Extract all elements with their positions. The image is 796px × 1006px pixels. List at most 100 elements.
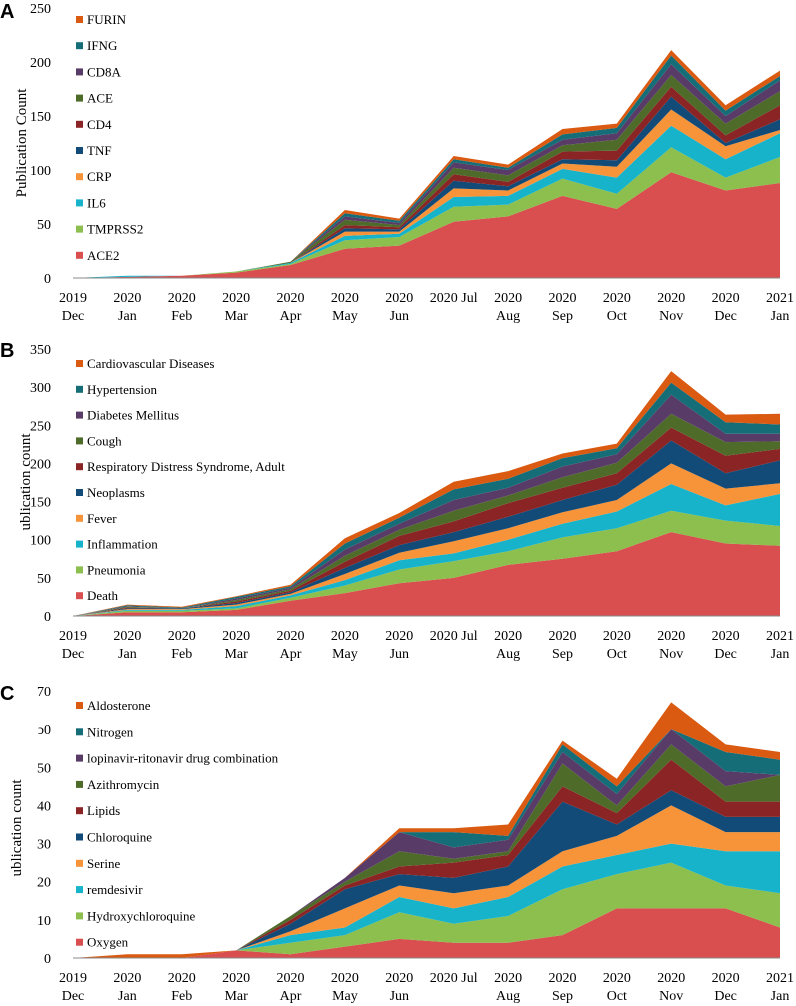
x-tick-label: Mar [224, 309, 248, 324]
x-tick-label: 2020 [113, 629, 141, 644]
legend-swatch [76, 42, 83, 50]
legend-swatch [76, 225, 83, 233]
legend-swatch [76, 68, 83, 76]
panel-c: C 0 10 20 30 40 50 ͻ0 70 ublication count 2019 Dec 2… [0, 683, 794, 1004]
x-tick-label: Aug [496, 309, 520, 324]
legend-swatch [76, 147, 83, 154]
x-tick-label: 2020 [657, 629, 685, 644]
legend-label: lopinavir-ritonavir drug combination [87, 751, 279, 766]
x-tick-label: Nov [659, 647, 683, 662]
x-tick-label: Jan [118, 647, 137, 662]
legend-swatch [76, 16, 83, 23]
x-tick-label: 2020 [603, 971, 631, 986]
y-tick-label: 200 [30, 56, 51, 71]
legend-label: Azithromycin [87, 777, 160, 792]
legend-label: Inflammation [87, 537, 158, 552]
x-tick-label: 2020 [494, 291, 522, 306]
area-chloroquine [73, 790, 780, 958]
legend-swatch [76, 592, 83, 600]
x-tick-label: 2020 [548, 291, 576, 306]
y-tick-label: 40 [37, 799, 51, 814]
x-tick-label: 2020 [277, 971, 305, 986]
legend-label: Serine [87, 856, 120, 871]
x-tick-label: Dec [714, 309, 737, 324]
area-death [73, 532, 780, 616]
y-tick-label: 100 [30, 164, 51, 179]
x-tick-label: 2020 [657, 971, 685, 986]
legend-label: Hydroxychloroquine [87, 908, 196, 923]
x-tick-label: 2020 [603, 291, 631, 306]
x-tick-label: Aug [496, 647, 520, 662]
legend-swatch [76, 251, 83, 259]
legend-label: Pneumonia [87, 562, 146, 577]
area-oxygen [73, 908, 780, 958]
y-axis-label: Publication Count [14, 88, 30, 198]
x-tick-label: Feb [171, 647, 192, 662]
x-tick-label: Jun [390, 989, 409, 1004]
x-tick-label: Jan [771, 989, 790, 1004]
legend-swatch [76, 780, 83, 788]
legend-label: Respiratory Distress Syndrome, Adult [87, 459, 285, 474]
legend-label: Cough [87, 433, 122, 448]
x-tick-label: 2020 [222, 971, 250, 986]
x-tick-label: Oct [607, 647, 627, 662]
x-tick-label: 2020 [277, 291, 305, 306]
legend-swatch [76, 754, 83, 762]
x-tick-label: 2020 [494, 971, 522, 986]
area-inflammation [73, 484, 780, 616]
x-tick-label: Oct [607, 309, 627, 324]
y-tick-label: ͻ0 [38, 723, 51, 738]
x-tick-label: 2020 [712, 629, 740, 644]
x-tick-label: 2020 [548, 971, 576, 986]
y-tick-label: 250 [30, 419, 51, 434]
y-tick-label: 20 [37, 876, 51, 891]
y-tick-label: 10 [37, 914, 51, 929]
legend-label: Death [87, 588, 119, 603]
x-tick-label: 2020 [385, 629, 413, 644]
y-axis-label: ublication count [9, 779, 25, 877]
legend-label: IFNG [87, 38, 117, 53]
legend-label: CD4 [87, 117, 112, 132]
legend-swatch [76, 199, 83, 207]
legend-label: CRP [87, 169, 112, 184]
legend-swatch [76, 859, 83, 867]
legend-label: Cardiovascular Diseases [87, 356, 214, 371]
x-tick-label: Dec [62, 989, 85, 1004]
x-tick-label: 2020 [603, 629, 631, 644]
y-tick-label: 0 [44, 610, 51, 625]
x-tick-label: Jun [390, 309, 409, 324]
x-tick-label: Dec [62, 309, 85, 324]
x-tick-label: 2021 [766, 629, 794, 644]
legend-label: IL6 [87, 195, 106, 210]
legend-label: Oxygen [87, 935, 129, 950]
y-axis-label: ublication count [18, 433, 34, 531]
legend-swatch [76, 514, 83, 522]
legend-swatch [76, 938, 83, 946]
legend-label: Nitrogen [87, 724, 134, 739]
x-tick-label: 2020 Jul [430, 971, 478, 986]
x-tick-label: Nov [659, 309, 683, 324]
x-tick-label: 2020 [712, 291, 740, 306]
x-tick-label: 2021 [766, 971, 794, 986]
legend-label: ACE2 [87, 248, 120, 263]
panel-letter: B [0, 340, 14, 362]
y-tick-label: 50 [37, 761, 51, 776]
x-tick-label: Jan [118, 989, 137, 1004]
panel-letter: C [0, 683, 14, 705]
x-tick-label: Apr [280, 647, 302, 662]
x-tick-label: Dec [62, 647, 85, 662]
x-tick-label: Feb [171, 989, 192, 1004]
legend-label: Chloroquine [87, 830, 152, 845]
y-tick-label: 200 [30, 457, 51, 472]
y-tick-label: 0 [44, 272, 51, 287]
x-tick-label: Dec [714, 989, 737, 1004]
legend-label: TMPRSS2 [87, 222, 143, 237]
y-tick-label: 300 [30, 381, 51, 396]
area-nitrogen [73, 729, 780, 958]
legend-label: CD8A [87, 64, 122, 79]
legend-swatch [76, 807, 83, 815]
legend-label: ACE [87, 91, 113, 106]
y-tick-label: 0 [44, 952, 51, 967]
x-tick-label: 2020 [113, 971, 141, 986]
